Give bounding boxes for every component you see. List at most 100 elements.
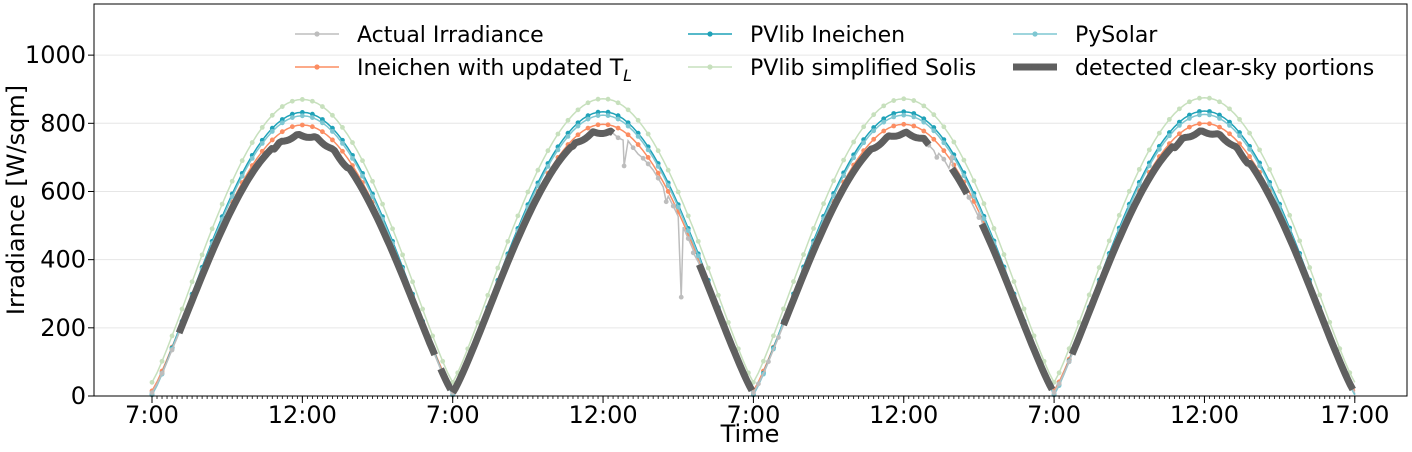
series-marker: [1146, 163, 1152, 169]
series-marker: [1197, 121, 1202, 127]
series-marker: [1187, 124, 1192, 130]
series-marker: [279, 104, 285, 109]
series-marker: [575, 120, 581, 126]
series-marker: [1197, 109, 1202, 114]
series-marker: [269, 112, 275, 118]
series-marker: [309, 111, 315, 117]
series-marker: [1166, 116, 1172, 122]
series-marker-actual: [949, 154, 955, 160]
series-marker-actual: [966, 195, 972, 200]
series-marker: [961, 173, 967, 179]
series-marker: [1187, 99, 1192, 105]
series-marker-actual: [934, 154, 940, 160]
series-marker: [961, 157, 967, 163]
y-tick-label: 800: [40, 109, 86, 137]
series-marker: [299, 122, 305, 128]
series-marker: [1207, 95, 1212, 101]
series-marker: [605, 113, 611, 118]
series-marker-actual: [976, 215, 982, 220]
series-marker: [565, 133, 571, 139]
detected-clear-sky-segment: [978, 222, 1056, 392]
series-marker: [1207, 121, 1212, 127]
series-marker: [269, 129, 275, 134]
series-marker: [685, 213, 691, 219]
series-marker: [971, 178, 977, 184]
series-marker: [705, 265, 711, 271]
series-marker: [821, 201, 826, 207]
series-marker: [1187, 112, 1192, 118]
series-marker: [360, 173, 365, 179]
series-marker: [625, 123, 631, 129]
series-marker: [645, 155, 651, 160]
series-line: [151, 113, 1356, 397]
series-marker: [505, 238, 511, 244]
series-marker: [319, 120, 325, 126]
series-marker: [811, 226, 816, 231]
series-marker: [771, 333, 776, 339]
series-marker: [625, 120, 631, 126]
series-marker: [665, 189, 671, 194]
series-marker: [279, 129, 285, 135]
series-marker: [1207, 112, 1212, 118]
series-marker: [931, 136, 937, 142]
series-marker: [249, 155, 255, 161]
legend-marker: [707, 31, 713, 37]
series-marker: [1076, 319, 1082, 325]
legend-marker: [1032, 31, 1038, 37]
series-marker-actual: [756, 381, 761, 387]
series-marker: [635, 117, 641, 123]
series-marker-actual: [169, 347, 175, 353]
series-marker: [149, 379, 155, 385]
series-marker: [555, 147, 561, 153]
series-marker: [390, 226, 395, 232]
series-marker: [330, 112, 335, 118]
detected-clear-sky-segment: [780, 128, 932, 327]
series-marker: [911, 123, 917, 129]
series-marker-actual: [678, 294, 684, 300]
series-marker: [685, 228, 691, 234]
series-marker: [229, 178, 235, 184]
series-marker: [1096, 265, 1102, 270]
legend-label: detected clear-sky portions: [1075, 56, 1374, 81]
series-marker: [1227, 119, 1232, 125]
series-marker: [279, 120, 285, 126]
series-marker: [319, 104, 325, 109]
series-marker: [675, 189, 681, 195]
series-marker: [991, 226, 997, 231]
series-marker: [360, 158, 365, 164]
legend-label: PVlib simplified Solis: [750, 56, 976, 81]
series-marker: [1227, 106, 1232, 112]
series-marker: [725, 320, 731, 325]
series-marker: [881, 103, 887, 109]
series-marker-actual: [663, 199, 669, 205]
legend-marker: [707, 64, 713, 70]
series-marker: [881, 128, 887, 134]
series-marker: [941, 140, 947, 146]
series-marker: [675, 204, 681, 210]
series-marker: [715, 292, 721, 298]
series-marker: [545, 163, 551, 169]
detected-clear-sky-segment: [437, 367, 454, 392]
series-marker: [299, 113, 305, 119]
series-marker: [951, 139, 957, 145]
legend-label: Actual Irradiance: [357, 23, 544, 48]
series-marker: [595, 113, 601, 118]
series-marker: [635, 142, 641, 147]
series-marker: [1217, 112, 1222, 118]
series-marker: [515, 213, 521, 219]
series-marker-actual: [766, 359, 771, 365]
series-marker: [1327, 319, 1333, 325]
series-marker: [239, 173, 245, 179]
series-marker: [1176, 131, 1182, 137]
series-marker: [901, 121, 907, 127]
series-marker: [1237, 133, 1242, 139]
series-marker: [319, 117, 325, 122]
series-marker: [219, 201, 225, 207]
series-marker: [289, 98, 295, 104]
series-marker: [871, 136, 877, 142]
series-marker: [1277, 188, 1283, 194]
series-marker: [269, 137, 275, 143]
series-marker: [1156, 146, 1162, 152]
series-marker: [1247, 154, 1252, 159]
series-marker: [525, 189, 531, 195]
